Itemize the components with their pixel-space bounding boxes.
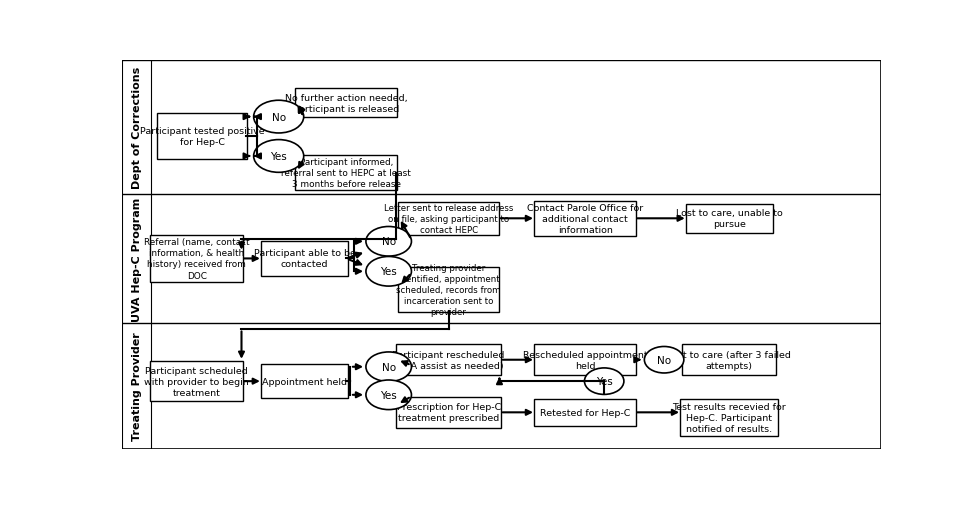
- Text: UVA Hep-C Program: UVA Hep-C Program: [132, 197, 142, 321]
- FancyBboxPatch shape: [397, 203, 499, 235]
- FancyBboxPatch shape: [156, 113, 246, 160]
- FancyBboxPatch shape: [261, 364, 347, 399]
- Text: Treating provider
identified, appointment
scheduled, records from
incarceration : Treating provider identified, appointmen…: [396, 264, 501, 317]
- FancyBboxPatch shape: [151, 361, 243, 401]
- Text: Rescheduled appointment
held: Rescheduled appointment held: [522, 350, 646, 370]
- FancyBboxPatch shape: [395, 344, 501, 375]
- Text: Yes: Yes: [379, 390, 397, 400]
- FancyBboxPatch shape: [395, 397, 501, 428]
- Text: Prescription for Hep-C
treatment prescribed: Prescription for Hep-C treatment prescri…: [396, 402, 500, 423]
- FancyBboxPatch shape: [261, 241, 347, 276]
- Text: Yes: Yes: [270, 152, 287, 162]
- Text: Participant tested positive
for Hep-C: Participant tested positive for Hep-C: [140, 126, 264, 146]
- Text: Participant informed,
referral sent to HEPC at least
3 months before release: Participant informed, referral sent to H…: [281, 158, 411, 189]
- Text: Contact Parole Office for
additional contact
information: Contact Parole Office for additional con…: [526, 204, 643, 234]
- FancyBboxPatch shape: [534, 344, 636, 375]
- Ellipse shape: [584, 368, 623, 394]
- Text: Retested for Hep-C: Retested for Hep-C: [540, 408, 630, 417]
- Ellipse shape: [366, 380, 411, 410]
- FancyBboxPatch shape: [534, 201, 636, 236]
- Text: Test results recevied for
Hep-C. Participant
notified of results.: Test results recevied for Hep-C. Partici…: [672, 402, 785, 433]
- Text: No: No: [381, 237, 395, 247]
- Text: Participant scheduled
with provider to begin
treatment: Participant scheduled with provider to b…: [144, 366, 248, 397]
- FancyBboxPatch shape: [534, 399, 636, 426]
- Text: Dept of Corrections: Dept of Corrections: [132, 67, 142, 189]
- Text: Referral (name, contact
information, & health
history) received from
DOC: Referral (name, contact information, & h…: [144, 238, 249, 280]
- FancyBboxPatch shape: [682, 344, 776, 375]
- Ellipse shape: [366, 227, 411, 257]
- FancyBboxPatch shape: [295, 89, 397, 118]
- Text: No: No: [381, 362, 395, 372]
- Ellipse shape: [366, 257, 411, 286]
- FancyBboxPatch shape: [295, 156, 397, 191]
- Text: Lost to care (after 3 failed
attempts): Lost to care (after 3 failed attempts): [667, 350, 790, 370]
- Text: Participant able to be
contacted: Participant able to be contacted: [253, 249, 355, 269]
- FancyBboxPatch shape: [686, 205, 772, 233]
- Text: No further action needed,
participant is released: No further action needed, participant is…: [285, 93, 407, 114]
- FancyBboxPatch shape: [151, 236, 243, 282]
- Text: Lost to care, unable to
pursue: Lost to care, unable to pursue: [675, 209, 782, 229]
- Bar: [122, 195, 880, 323]
- Text: Yes: Yes: [596, 376, 612, 386]
- Text: Participant rescheduled
(UVA assist as needed): Participant rescheduled (UVA assist as n…: [392, 350, 505, 370]
- Text: Letter sent to release address
on file, asking participant to
contact HEPC: Letter sent to release address on file, …: [383, 204, 512, 234]
- Text: Appointment held: Appointment held: [262, 377, 346, 386]
- Ellipse shape: [366, 352, 411, 382]
- Ellipse shape: [253, 140, 303, 173]
- Text: Yes: Yes: [379, 267, 397, 277]
- Ellipse shape: [253, 101, 303, 134]
- Text: No: No: [656, 355, 671, 365]
- FancyBboxPatch shape: [680, 399, 778, 436]
- Text: No: No: [271, 113, 286, 122]
- Ellipse shape: [644, 347, 683, 373]
- Bar: [122, 323, 880, 449]
- FancyBboxPatch shape: [397, 268, 499, 312]
- Bar: [122, 61, 880, 195]
- Text: Treating Provider: Treating Provider: [132, 332, 142, 440]
